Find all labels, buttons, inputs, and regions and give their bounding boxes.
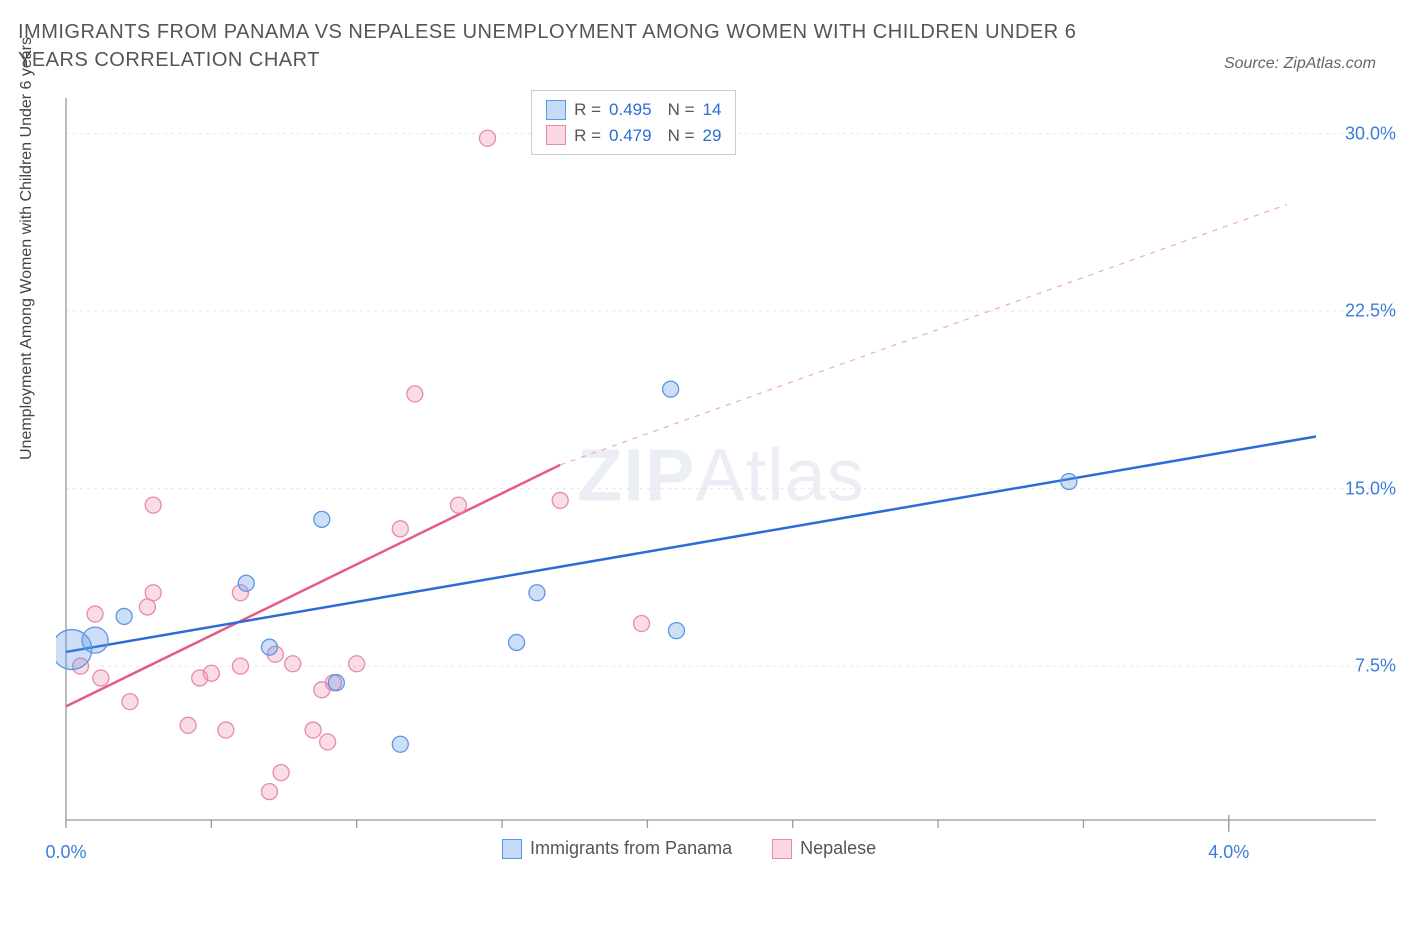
x-tick-label: 0.0% <box>45 842 86 863</box>
stats-n-label: N = <box>668 123 695 149</box>
legend-label-panama: Immigrants from Panama <box>530 838 732 859</box>
plot-svg <box>56 90 1386 860</box>
stats-n-panama: 14 <box>703 97 722 123</box>
swatch-blue-icon <box>502 839 522 859</box>
legend-item-nepalese: Nepalese <box>772 838 876 859</box>
stats-r-nepalese: 0.479 <box>609 123 652 149</box>
legend-item-panama: Immigrants from Panama <box>502 838 732 859</box>
y-tick-label: 15.0% <box>1345 478 1396 499</box>
chart-title: IMMIGRANTS FROM PANAMA VS NEPALESE UNEMP… <box>18 18 1118 74</box>
stats-n-nepalese: 29 <box>703 123 722 149</box>
stats-r-label: R = <box>574 97 601 123</box>
legend-label-nepalese: Nepalese <box>800 838 876 859</box>
y-tick-label: 7.5% <box>1355 656 1396 677</box>
swatch-pink-icon <box>772 839 792 859</box>
stats-r-panama: 0.495 <box>609 97 652 123</box>
swatch-blue-icon <box>546 100 566 120</box>
chart-container: IMMIGRANTS FROM PANAMA VS NEPALESE UNEMP… <box>0 0 1406 930</box>
stats-row-nepalese: R = 0.479 N = 29 <box>546 123 721 149</box>
stats-n-label: N = <box>668 97 695 123</box>
swatch-pink-icon <box>546 125 566 145</box>
source-attribution: Source: ZipAtlas.com <box>1224 55 1376 73</box>
y-axis-label: Unemployment Among Women with Children U… <box>18 37 36 460</box>
bottom-legend: Immigrants from Panama Nepalese <box>502 838 876 859</box>
y-tick-label: 30.0% <box>1345 123 1396 144</box>
stats-r-label: R = <box>574 123 601 149</box>
stats-legend-box: R = 0.495 N = 14 R = 0.479 N = 29 <box>531 90 736 155</box>
x-tick-label: 4.0% <box>1208 842 1249 863</box>
stats-row-panama: R = 0.495 N = 14 <box>546 97 721 123</box>
y-tick-label: 22.5% <box>1345 301 1396 322</box>
chart-area: ZIPAtlas 7.5%15.0%22.5%30.0% 0.0%4.0% R … <box>56 90 1386 860</box>
